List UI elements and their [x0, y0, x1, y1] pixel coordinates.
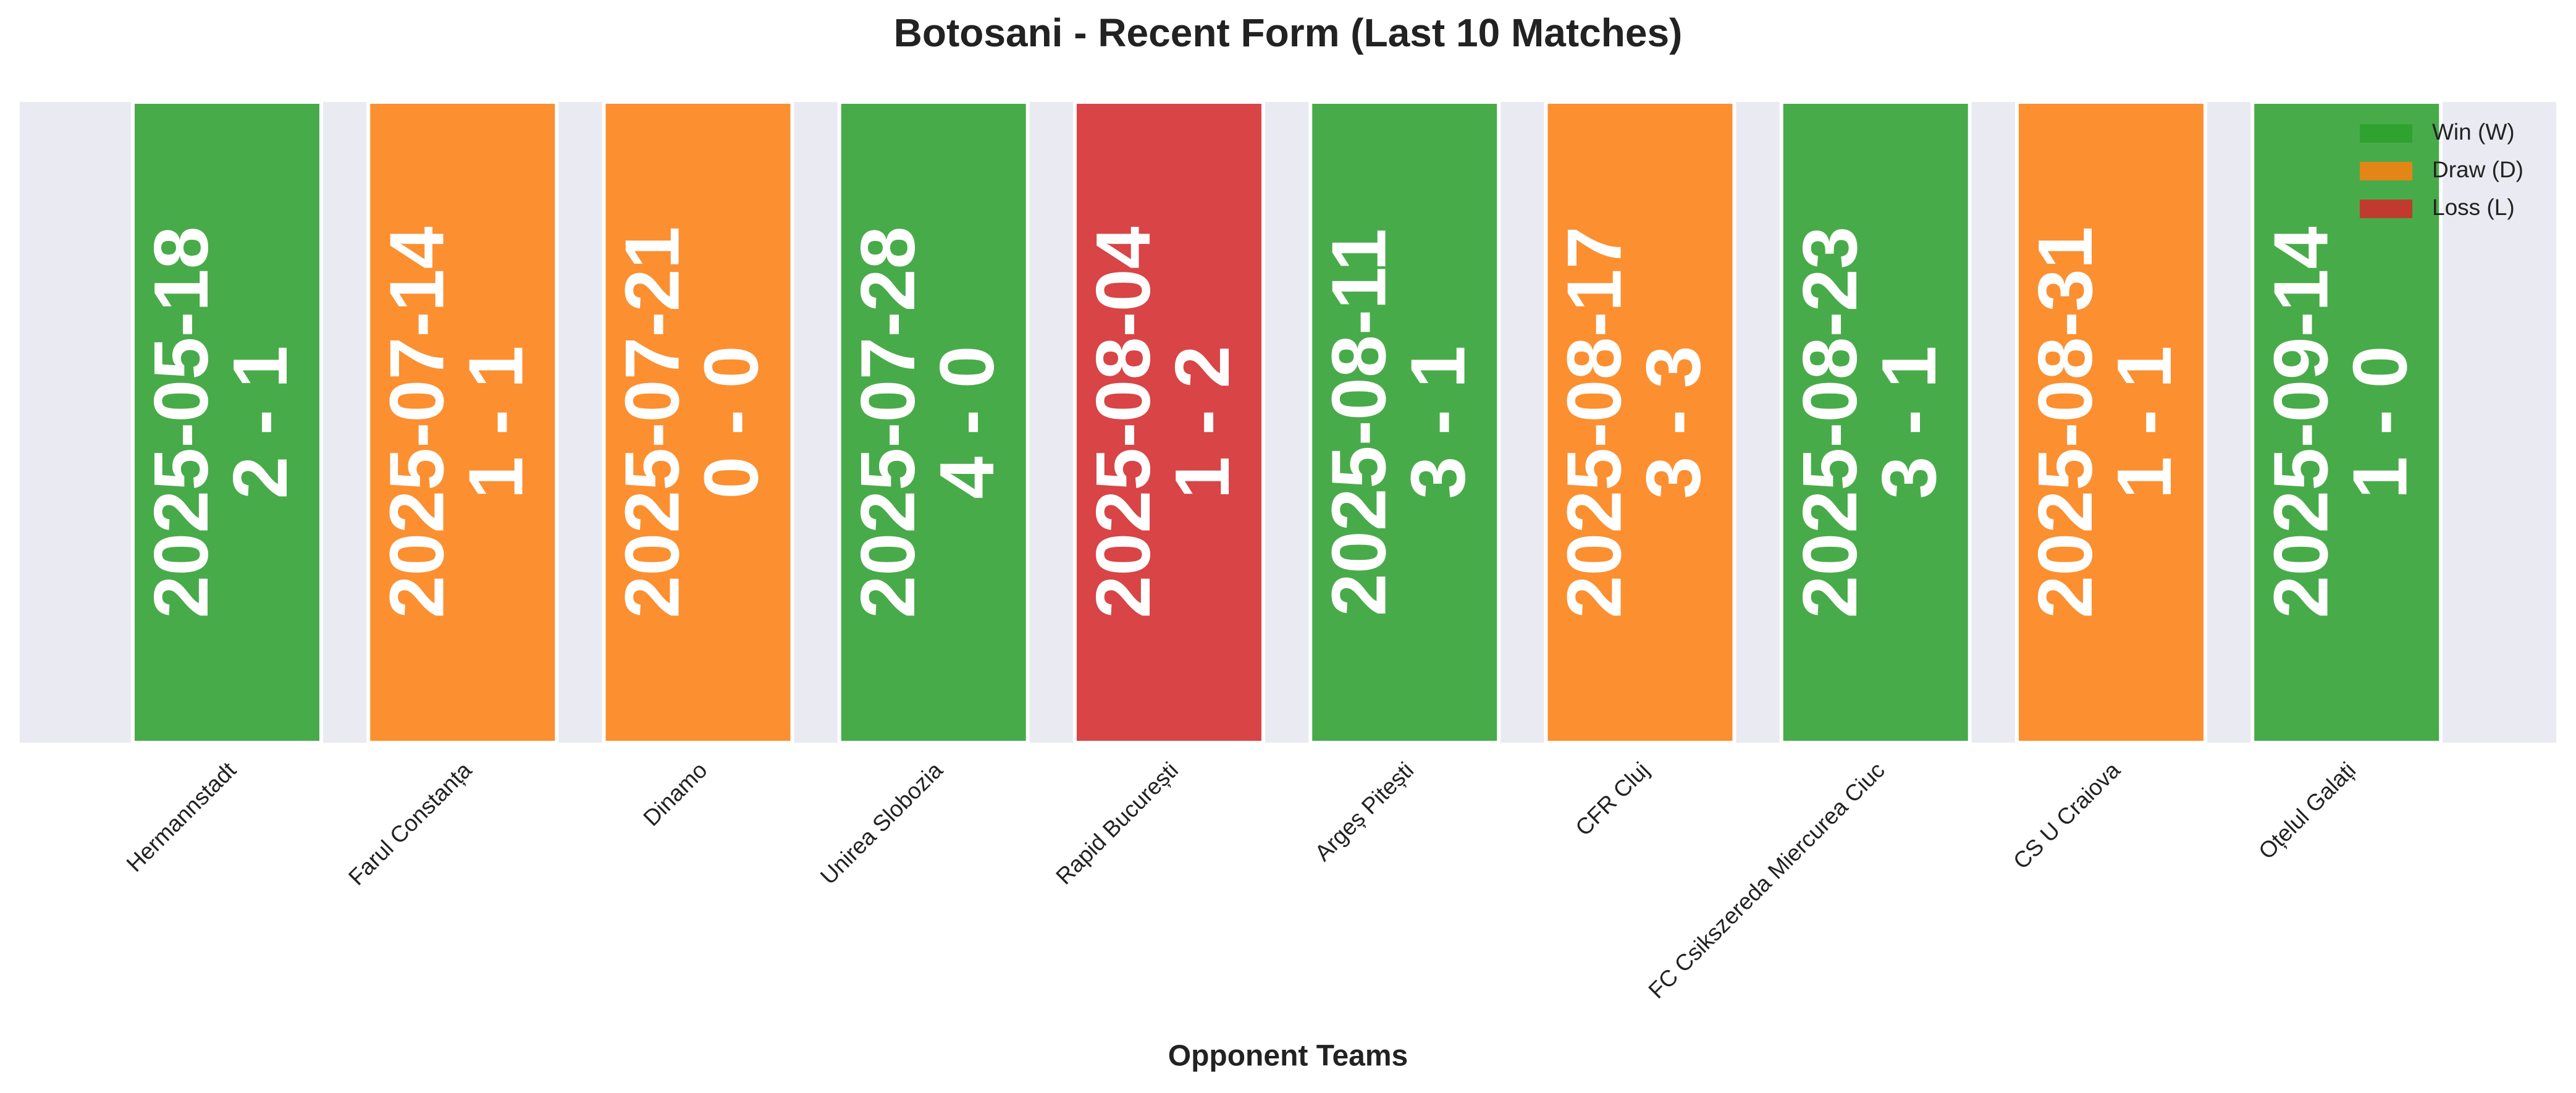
match-score: 3 - 1: [1867, 345, 1952, 499]
x-tick-label: CFR Cluj: [1570, 758, 1654, 841]
match-date: 2025-05-18: [139, 226, 224, 618]
legend-swatch: [2360, 162, 2412, 180]
match-date: 2025-07-14: [374, 226, 460, 618]
legend-swatch: [2360, 124, 2412, 143]
bar: [366, 100, 559, 745]
chart-title: Botosani - Recent Form (Last 10 Matches): [894, 11, 1683, 55]
match-date: 2025-08-23: [1788, 226, 1873, 618]
bar: [837, 100, 1030, 745]
match-score: 3 - 1: [1395, 345, 1481, 499]
x-tick-label: Rapid București: [1051, 758, 1183, 890]
legend-swatch: [2360, 200, 2412, 218]
x-tick-label: Dinamo: [638, 758, 712, 831]
match-score: 1 - 1: [2102, 345, 2187, 499]
match-score: 3 - 3: [1631, 345, 1717, 499]
match-score: 0 - 0: [689, 345, 775, 499]
match-date: 2025-08-17: [1552, 226, 1638, 618]
match-date: 2025-08-11: [1316, 229, 1402, 616]
bar: [1544, 100, 1736, 745]
match-score: 1 - 1: [453, 345, 539, 499]
x-axis-label: Opponent Teams: [1168, 1040, 1408, 1073]
bar: [1779, 100, 1972, 745]
x-tick-label: Hermannstadt: [122, 757, 242, 877]
bar: [1308, 100, 1501, 745]
match-date: 2025-09-14: [2258, 226, 2344, 618]
x-tick-label: Oțelul Galați: [2254, 758, 2360, 864]
match-score: 4 - 0: [925, 345, 1010, 499]
match-date: 2025-08-04: [1081, 226, 1166, 618]
match-score: 1 - 2: [1160, 345, 1245, 499]
x-tick-label: CS U Craiova: [2008, 757, 2125, 874]
bar: [2014, 100, 2207, 745]
x-tick-label: FC Csikszereda Miercurea Ciuc: [1643, 758, 1889, 1003]
match-date: 2025-08-31: [2023, 226, 2108, 618]
bar: [130, 100, 323, 745]
x-tick-label: Argeș Pitești: [1310, 758, 1418, 866]
x-tick-label: Unirea Slobozia: [815, 757, 948, 889]
match-date: 2025-07-21: [610, 226, 696, 618]
match-score: 1 - 0: [2338, 345, 2423, 499]
x-tick-label: Farul Constanța: [343, 757, 476, 890]
match-date: 2025-07-28: [846, 226, 931, 618]
match-score: 2 - 1: [218, 345, 303, 499]
bar: [1072, 100, 1265, 745]
legend-label: Loss (L): [2432, 195, 2515, 220]
legend-label: Win (W): [2432, 119, 2515, 145]
bar: [602, 100, 794, 745]
legend-label: Draw (D): [2432, 157, 2523, 182]
